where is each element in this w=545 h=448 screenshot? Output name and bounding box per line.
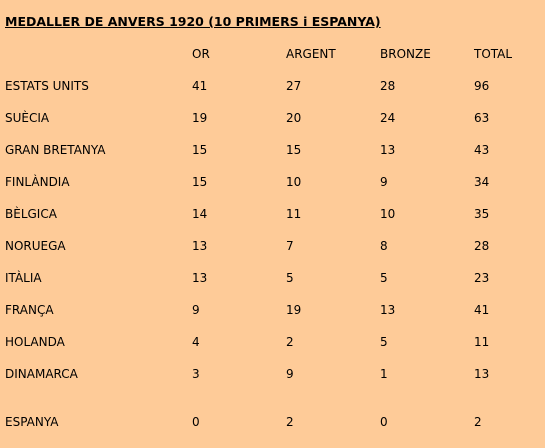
table-row: ESTATS UNITS 41 27 28 96 [0, 77, 545, 95]
country-cell: NORUEGA [5, 239, 66, 253]
bronze-cell: 13 [380, 143, 396, 157]
total-cell: 63 [474, 111, 490, 125]
gold-cell: 14 [192, 207, 208, 221]
country-cell: SUÈCIA [5, 111, 50, 125]
gold-cell: 4 [192, 335, 200, 349]
bronze-cell: 5 [380, 335, 388, 349]
silver-cell: 7 [286, 239, 294, 253]
silver-cell: 2 [286, 415, 294, 429]
gold-cell: 41 [192, 79, 208, 93]
bronze-cell: 13 [380, 303, 396, 317]
silver-cell: 2 [286, 335, 294, 349]
total-cell: 41 [474, 303, 490, 317]
total-cell: 35 [474, 207, 490, 221]
gold-cell: 9 [192, 303, 200, 317]
country-cell: GRAN BRETANYA [5, 143, 106, 157]
country-cell: DINAMARCA [5, 367, 78, 381]
bronze-cell: 5 [380, 271, 388, 285]
country-cell: ESTATS UNITS [5, 79, 89, 93]
silver-cell: 27 [286, 79, 302, 93]
table-row: HOLANDA 4 2 5 11 [0, 333, 545, 351]
silver-cell: 15 [286, 143, 302, 157]
header-bronze: BRONZE [380, 47, 431, 61]
total-cell: 28 [474, 239, 490, 253]
header-silver: ARGENT [286, 47, 336, 61]
silver-cell: 11 [286, 207, 302, 221]
country-cell: BÈLGICA [5, 207, 57, 221]
total-cell: 96 [474, 79, 490, 93]
country-cell: ITÀLIA [5, 271, 42, 285]
gold-cell: 0 [192, 415, 200, 429]
country-cell: FRANÇA [5, 303, 54, 317]
bronze-cell: 1 [380, 367, 388, 381]
bronze-cell: 10 [380, 207, 396, 221]
bronze-cell: 8 [380, 239, 388, 253]
silver-cell: 19 [286, 303, 302, 317]
header-gold: OR [192, 47, 210, 61]
table-row: FINLÀNDIA 15 10 9 34 [0, 173, 545, 191]
bronze-cell: 28 [380, 79, 396, 93]
silver-cell: 9 [286, 367, 294, 381]
table-row: GRAN BRETANYA 15 15 13 43 [0, 141, 545, 159]
country-cell: HOLANDA [5, 335, 65, 349]
bronze-cell: 24 [380, 111, 396, 125]
table-row: FRANÇA 9 19 13 41 [0, 301, 545, 319]
bronze-cell: 0 [380, 415, 388, 429]
table-row: ESPANYA 0 2 0 2 [0, 413, 545, 431]
table-row: DINAMARCA 3 9 1 13 [0, 365, 545, 383]
gold-cell: 15 [192, 143, 208, 157]
total-cell: 2 [474, 415, 482, 429]
table-row: BÈLGICA 14 11 10 35 [0, 205, 545, 223]
bronze-cell: 9 [380, 175, 388, 189]
medal-table-title: MEDALLER DE ANVERS 1920 (10 PRIMERS i ES… [5, 14, 381, 29]
silver-cell: 5 [286, 271, 294, 285]
total-cell: 13 [474, 367, 490, 381]
country-cell: ESPANYA [5, 415, 59, 429]
table-row: NORUEGA 13 7 8 28 [0, 237, 545, 255]
total-cell: 43 [474, 143, 490, 157]
gold-cell: 19 [192, 111, 208, 125]
header-total: TOTAL [474, 47, 513, 61]
table-row: ITÀLIA 13 5 5 23 [0, 269, 545, 287]
silver-cell: 20 [286, 111, 302, 125]
total-cell: 34 [474, 175, 490, 189]
silver-cell: 10 [286, 175, 302, 189]
total-cell: 23 [474, 271, 490, 285]
country-cell: FINLÀNDIA [5, 175, 70, 189]
table-header-row: OR ARGENT BRONZE TOTAL [0, 45, 545, 63]
gold-cell: 15 [192, 175, 208, 189]
gold-cell: 13 [192, 239, 208, 253]
total-cell: 11 [474, 335, 490, 349]
gold-cell: 3 [192, 367, 200, 381]
gold-cell: 13 [192, 271, 208, 285]
table-row: SUÈCIA 19 20 24 63 [0, 109, 545, 127]
